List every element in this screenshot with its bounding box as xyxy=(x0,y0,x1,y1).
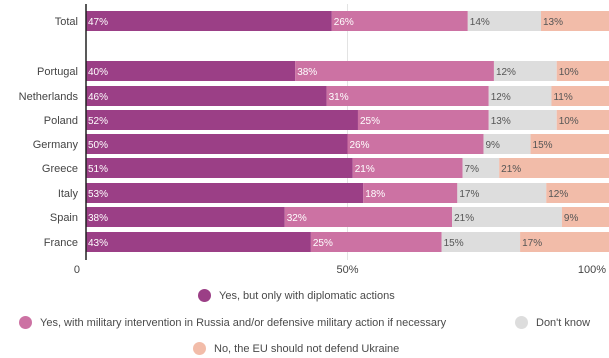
bar-segment xyxy=(86,232,311,252)
bar-segment xyxy=(467,11,542,31)
data-label: 12% xyxy=(496,67,516,78)
bar-segment xyxy=(561,207,609,227)
data-label: 38% xyxy=(297,67,317,78)
bar-segment xyxy=(556,110,609,130)
bar-segment xyxy=(551,86,609,106)
data-label: 31% xyxy=(329,92,349,103)
legend-label-dont-know: Don't know xyxy=(536,316,591,329)
category-label: Portugal xyxy=(37,66,78,78)
bar-segment xyxy=(488,86,552,106)
bar-segment xyxy=(483,134,531,154)
legend-label-diplomatic: Yes, but only with diplomatic actions xyxy=(219,289,395,302)
data-label: 10% xyxy=(559,67,579,78)
category-label: Poland xyxy=(44,115,78,127)
bar-segment xyxy=(86,11,332,31)
data-label: 21% xyxy=(454,213,474,224)
data-label: 17% xyxy=(522,238,542,249)
category-label: Total xyxy=(55,16,78,28)
data-label: 38% xyxy=(88,213,108,224)
bar-segment xyxy=(556,61,609,81)
data-label: 9% xyxy=(564,213,579,224)
data-label: 7% xyxy=(465,164,480,175)
data-label: 25% xyxy=(360,116,380,127)
legend-item-dont-know: Don't know xyxy=(515,316,590,329)
legend-item-diplomatic: Yes, but only with diplomatic actions xyxy=(198,289,395,302)
bar-segment xyxy=(86,183,364,203)
data-label: 11% xyxy=(553,92,572,103)
legend-label-no-defend: No, the EU should not defend Ukraine xyxy=(214,342,400,355)
bar-segment xyxy=(457,183,547,203)
bar-segment xyxy=(363,183,458,203)
x-tick-label: 50% xyxy=(336,264,358,276)
legend-swatch-military xyxy=(19,316,32,329)
legend-label-military: Yes, with military intervention in Russi… xyxy=(40,316,447,329)
bar-segment xyxy=(331,11,468,31)
x-tick-label: 0 xyxy=(74,264,80,276)
legend-swatch-diplomatic xyxy=(198,289,211,302)
bar-segment xyxy=(86,61,296,81)
bar-segment xyxy=(86,110,358,130)
data-label: 12% xyxy=(491,92,511,103)
data-label: 46% xyxy=(88,92,108,103)
bar-segment xyxy=(462,158,500,178)
bar-segment xyxy=(310,232,442,252)
data-label: 26% xyxy=(350,140,370,151)
bar-segment xyxy=(86,207,285,227)
data-label: 21% xyxy=(501,164,521,175)
bar-segment xyxy=(295,61,494,81)
legend-item-military: Yes, with military intervention in Russi… xyxy=(19,316,446,329)
data-label: 52% xyxy=(88,116,108,127)
x-tick-label: 100% xyxy=(578,264,606,276)
data-label: 47% xyxy=(88,17,108,28)
data-label: 14% xyxy=(470,17,490,28)
data-label: 26% xyxy=(334,17,354,28)
bar-segment xyxy=(546,183,609,203)
data-label: 51% xyxy=(88,164,108,175)
stacked-bar-chart: Total 47% 26% 14% 13% Portugal 40% 38% 12% 10% Net… xyxy=(19,4,609,276)
bar-segment xyxy=(86,158,353,178)
category-label: Netherlands xyxy=(19,91,79,103)
bar-segment xyxy=(452,207,562,227)
legend-item-no-defend: No, the EU should not defend Ukraine xyxy=(193,342,399,355)
data-label: 13% xyxy=(543,17,563,28)
data-label: 43% xyxy=(88,238,108,249)
data-label: 9% xyxy=(485,140,500,151)
data-label: 12% xyxy=(548,189,568,200)
category-label: Greece xyxy=(42,163,78,175)
data-label: 32% xyxy=(287,213,307,224)
category-label: Germany xyxy=(33,139,79,151)
category-label: France xyxy=(44,237,78,249)
data-label: 15% xyxy=(444,238,464,249)
bar-segment xyxy=(352,158,463,178)
bar-segment xyxy=(347,134,484,154)
data-label: 21% xyxy=(355,164,375,175)
data-label: 25% xyxy=(313,238,333,249)
bar-segment xyxy=(520,232,609,252)
bar-segment xyxy=(488,110,557,130)
data-label: 13% xyxy=(491,116,511,127)
legend-swatch-no-defend xyxy=(193,342,206,355)
bar-segment xyxy=(493,61,557,81)
data-label: 10% xyxy=(559,116,579,127)
bar-segment xyxy=(326,86,489,106)
data-label: 18% xyxy=(365,189,385,200)
category-label: Spain xyxy=(50,212,78,224)
bar-segment xyxy=(530,134,609,154)
data-label: 17% xyxy=(459,189,479,200)
bar-segment xyxy=(541,11,609,31)
legend-swatch-dont-know xyxy=(515,316,528,329)
bar-segment xyxy=(499,158,609,178)
bar-segment xyxy=(441,232,521,252)
data-label: 53% xyxy=(88,189,108,200)
data-label: 15% xyxy=(533,140,553,151)
bar-segment xyxy=(86,86,327,106)
bar-segment xyxy=(284,207,453,227)
bar-segment xyxy=(86,134,348,154)
category-label: Italy xyxy=(58,188,79,200)
data-label: 40% xyxy=(88,67,108,78)
data-label: 50% xyxy=(88,140,108,151)
bar-segment xyxy=(357,110,489,130)
